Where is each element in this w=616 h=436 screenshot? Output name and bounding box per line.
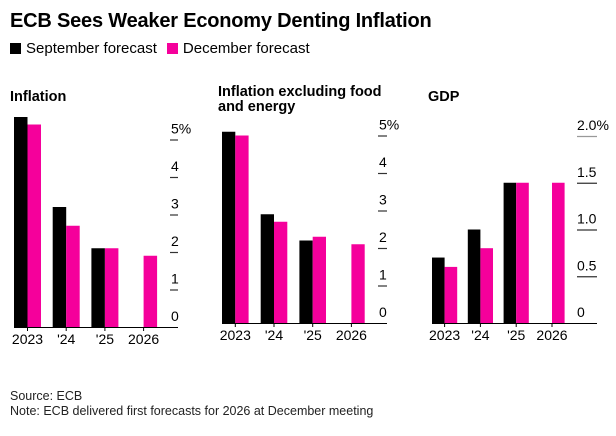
inflation-panel-title: Inflation: [10, 89, 66, 105]
legend-swatch-december: [166, 43, 178, 54]
inflation-bar-september: [52, 207, 67, 327]
gdp-x-tick-label: '25: [507, 327, 525, 343]
chart-title: ECB Sees Weaker Economy Denting Inflatio…: [10, 10, 432, 32]
core-inflation-x-tick-label: '24: [265, 327, 283, 343]
inflation-y-tick-label: 0: [171, 308, 179, 324]
gdp-y-tick-label: 1.0: [577, 211, 597, 227]
inflation-y-tick-label: 2: [171, 233, 179, 249]
gdp-x-tick-label: '24: [471, 327, 489, 343]
inflation-bar-december: [104, 248, 119, 327]
gdp-y-tick-label: 0.5: [577, 257, 597, 273]
gdp-y-tick-label: 2.0%: [577, 117, 609, 133]
gdp-y-tick-label: 1.5: [577, 164, 597, 180]
gdp-x-tick-label: 2023: [429, 327, 460, 343]
gdp-bar-december: [552, 182, 565, 323]
inflation-bar-september: [91, 248, 105, 327]
legend-swatch-september: [10, 43, 21, 54]
core-inflation-x-tick-label: 2023: [220, 327, 251, 343]
inflation-bar-december: [143, 255, 158, 327]
legend-label-december: December forecast: [182, 40, 310, 57]
inflation-y-tick-label: 3: [171, 196, 179, 212]
core-inflation-y-tick-label: 5%: [379, 117, 399, 133]
gdp-bar-december: [444, 266, 458, 323]
gdp-panel-title: GDP: [428, 89, 460, 105]
inflation-x-tick-label: '24: [57, 331, 75, 347]
core-inflation-bar-december: [235, 135, 249, 323]
inflation-bar-december: [27, 124, 41, 327]
inflation-y-tick-label: 5%: [171, 121, 191, 137]
gdp-bar-december: [480, 248, 493, 323]
footnote: Note: ECB delivered first forecasts for …: [10, 404, 374, 418]
legend-label-september: September forecast: [26, 40, 157, 57]
gdp-x-tick-label: 2026: [536, 327, 567, 343]
gdp-bar-december: [516, 182, 529, 323]
inflation-y-tick-label: 1: [171, 271, 179, 287]
core-inflation-x-tick-label: '25: [304, 327, 322, 343]
inflation-bar-december: [66, 225, 80, 327]
inflation-x-tick-label: 2026: [128, 331, 159, 347]
core-inflation-panel-title: Inflation excluding food: [218, 84, 382, 100]
footer: Source: ECB Note: ECB delivered first fo…: [10, 389, 373, 419]
gdp-y-tick-label: 0: [577, 304, 585, 320]
legend-item-december: December forecast: [166, 40, 310, 57]
inflation-x-tick-label: 2023: [12, 331, 43, 347]
gdp-bar-september: [503, 182, 517, 323]
core-inflation-y-tick-label: 3: [379, 192, 387, 208]
core-inflation-y-tick-label: 2: [379, 229, 387, 245]
gdp-bar-september: [467, 229, 481, 323]
core-inflation-y-tick-label: 1: [379, 267, 387, 283]
core-inflation-bar-december: [274, 221, 288, 323]
legend-item-september: September forecast: [10, 40, 157, 57]
core-inflation-bar-september: [260, 214, 274, 323]
core-inflation-bar-september: [299, 240, 313, 323]
core-inflation-y-tick-label: 0: [379, 304, 387, 320]
core-inflation-y-tick-label: 4: [379, 154, 387, 170]
legend: September forecast December forecast: [10, 40, 320, 57]
inflation-bar-september: [14, 117, 28, 327]
core-inflation-bar-december: [312, 236, 326, 323]
gdp-bar-september: [432, 257, 445, 323]
inflation-y-tick-label: 4: [171, 158, 179, 174]
core-inflation-panel-title: and energy: [218, 99, 295, 115]
inflation-x-tick-label: '25: [96, 331, 114, 347]
core-inflation-bar-september: [222, 131, 236, 323]
core-inflation-x-tick-label: 2026: [336, 327, 367, 343]
core-inflation-bar-december: [351, 244, 365, 323]
source-note: Source: ECB: [10, 389, 83, 403]
